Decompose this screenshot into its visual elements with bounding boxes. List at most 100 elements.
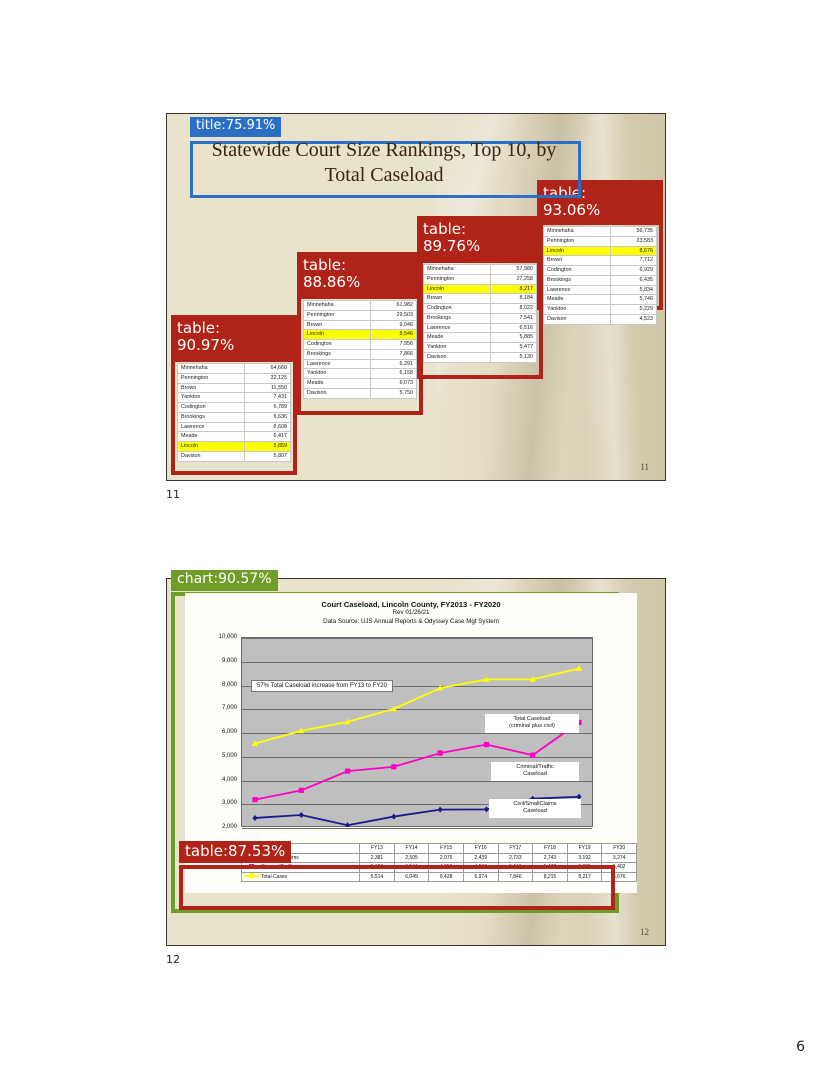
county-caseload: 29,503 xyxy=(370,309,417,321)
table-row: Davison 5,130 xyxy=(422,351,537,363)
table-row: Lincoln 5,859 xyxy=(176,441,291,452)
statewide-rankings-table-d: Minnehaha 56,735 Pennington 23,583 Lincoln 8,… xyxy=(542,226,657,325)
county-name: Meade xyxy=(176,431,246,442)
county-caseload: 8,676 xyxy=(610,245,657,257)
table-row: Davison 5,750 xyxy=(302,387,417,399)
table-c-annotation-badge: table: 89.76% xyxy=(417,217,543,263)
table-row: Brown 7,712 xyxy=(542,255,657,266)
county-name: Codington xyxy=(176,402,246,413)
county-name: Lincoln xyxy=(422,283,492,295)
table-row: Pennington 23,583 xyxy=(542,235,657,247)
county-caseload: 5,229 xyxy=(610,304,657,315)
table-row: Minnehaha 64,660 xyxy=(176,363,291,374)
chart-callout-total: Total Caseload (criminal plus civil) xyxy=(485,714,579,733)
county-name: Lawrence xyxy=(302,358,372,370)
chart-annotation-increase: 57% Total Caseload increase from FY13 to… xyxy=(251,680,393,692)
county-name: Yankton xyxy=(176,392,246,403)
county-caseload: 6,417 xyxy=(244,431,291,442)
chart-data-point xyxy=(298,727,305,734)
county-caseload: 7,431 xyxy=(244,392,291,403)
series-value: 2,733 xyxy=(497,852,534,863)
chart-data-point xyxy=(437,750,443,756)
chart-data-point xyxy=(530,752,536,758)
slide-12-number: 12 xyxy=(640,927,649,937)
chart-data-point xyxy=(251,740,259,746)
county-caseload: 5,885 xyxy=(490,332,537,343)
chart-gridline xyxy=(242,804,592,806)
chart-data-point xyxy=(252,797,258,803)
table-row: Meade 6,417 xyxy=(176,431,291,442)
county-name: Yankton xyxy=(422,342,492,353)
county-caseload: 6,516 xyxy=(490,322,537,334)
county-caseload: 5,477 xyxy=(490,342,537,353)
chart-gridline xyxy=(242,661,592,663)
fiscal-year-header: FY20 xyxy=(601,843,637,854)
chart-data-point xyxy=(390,705,398,712)
county-caseload: 5,746 xyxy=(610,294,657,305)
county-caseload: 23,583 xyxy=(610,235,657,247)
county-name: Pennington xyxy=(422,273,492,285)
chart-y-tick-label: 6,000 xyxy=(221,729,237,735)
county-caseload: 5,859 xyxy=(244,441,291,452)
county-name: Brown xyxy=(302,319,372,331)
county-caseload: 27,258 xyxy=(490,273,537,285)
table-row: Brown 11,550 xyxy=(176,382,291,394)
statewide-rankings-table-a: Minnehaha 64,660 Pennington 32,125 Brown 11,5… xyxy=(176,363,291,462)
table-row: Lawrence 6,516 xyxy=(422,322,537,334)
statewide-rankings-table-b: Minnehaha 61,982 Pennington 29,503 Brown 9,04… xyxy=(302,300,417,399)
table-row: Lincoln 8,676 xyxy=(542,245,657,257)
slide-11-number: 11 xyxy=(640,462,649,472)
fiscal-year-header: FY18 xyxy=(532,843,568,854)
table-row: Davison 5,807 xyxy=(176,450,291,462)
county-name: Codington xyxy=(302,339,372,350)
fiscal-year-header: FY19 xyxy=(566,843,603,854)
county-caseload: 7,956 xyxy=(370,339,417,350)
county-name: Meade xyxy=(542,294,612,305)
table-row: Lincoln 8,546 xyxy=(302,329,417,340)
table-b-annotation-badge: table: 88.86% xyxy=(297,253,423,299)
county-caseload: 64,660 xyxy=(244,363,291,374)
chart-table-annotation-badge: table:87.53% xyxy=(179,841,292,863)
table-row: Yankton 5,229 xyxy=(542,304,657,315)
county-name: Minnehaha xyxy=(422,264,492,275)
table-row: Brown 9,046 xyxy=(302,319,417,331)
fiscal-year-header: FY16 xyxy=(462,843,499,854)
table-row: Meade 6,073 xyxy=(302,378,417,389)
county-name: Pennington xyxy=(302,309,372,321)
chart-y-tick-label: 7,000 xyxy=(221,705,237,712)
chart-data-point xyxy=(252,814,258,821)
county-name: Brookings xyxy=(176,411,246,423)
table-row: Brookings 7,866 xyxy=(302,348,417,360)
fiscal-year-header: FY17 xyxy=(497,843,534,854)
county-name: Lincoln xyxy=(542,245,612,257)
table-a-annotation-badge: table: 90.97% xyxy=(171,316,297,362)
chart-y-tick-label: 9,000 xyxy=(221,657,237,664)
slide-12-caption: 12 xyxy=(166,953,180,966)
county-caseload: 6,158 xyxy=(370,368,417,379)
county-caseload: 4,523 xyxy=(610,313,657,325)
chart-data-point xyxy=(391,764,397,770)
series-value: 2,381 xyxy=(359,852,395,863)
county-caseload: 7,541 xyxy=(490,312,537,324)
county-name: Brown xyxy=(542,255,612,266)
fiscal-year-header: FY13 xyxy=(359,843,395,854)
statewide-rankings-table-c: Minnehaha 57,980 Pennington 27,258 Lincoln 8,… xyxy=(422,264,537,363)
table-row: Civ/Small Claims2,3812,5052,0752,4392,73… xyxy=(240,852,637,863)
chart-gridline xyxy=(242,780,592,782)
county-name: Pennington xyxy=(542,235,612,247)
county-name: Minnehaha xyxy=(176,363,246,374)
chart-title: Court Caseload, Lincoln County, FY2013 -… xyxy=(321,600,501,609)
county-caseload: 8,022 xyxy=(490,303,537,314)
table-row: Minnehaha 56,735 xyxy=(542,226,657,237)
table-row: Codington 7,956 xyxy=(302,339,417,350)
page-number: 6 xyxy=(796,1039,805,1055)
chart-gridline xyxy=(242,733,592,734)
county-caseload: 61,982 xyxy=(370,300,417,311)
table-row: Codington 6,929 xyxy=(542,265,657,276)
table-row: Pennington 29,503 xyxy=(302,309,417,321)
county-name: Davison xyxy=(176,450,246,462)
county-name: Lincoln xyxy=(302,329,372,340)
title-annotation-badge: title:75.91% xyxy=(190,117,282,137)
chart-data-point xyxy=(298,812,304,819)
